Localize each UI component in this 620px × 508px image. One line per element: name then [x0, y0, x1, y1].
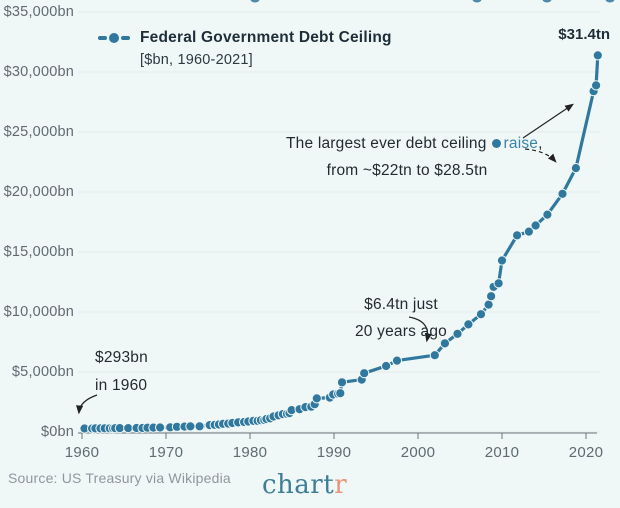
- legend: Federal Government Debt Ceiling [$bn, 19…: [98, 29, 392, 68]
- data-point: [570, 163, 582, 174]
- annotation-2002: $6.4tn just 20 years ago: [338, 296, 464, 341]
- data-point: [592, 50, 603, 61]
- data-point: [452, 328, 463, 339]
- x-axis-tick-label: 2020: [568, 444, 604, 461]
- data-point: [391, 355, 403, 366]
- y-axis-tick-label: $30,000bn: [3, 64, 74, 80]
- annotation-largest-raise-prefix: The largest ever debt ceiling: [286, 135, 487, 152]
- cropped-title-fragment: [472, 0, 482, 3]
- y-axis-tick-label: $5,000bn: [11, 364, 74, 380]
- x-axis-tick-label: 2000: [400, 444, 436, 461]
- data-point: [463, 319, 474, 330]
- annotation-largest-raise: The largest ever debt ceiling raise, from…: [286, 135, 542, 180]
- arrow-to-22tn-point: [524, 148, 557, 163]
- y-axis-tick-label: $0bn: [40, 424, 74, 440]
- y-axis-tick-label: $15,000bn: [3, 244, 74, 260]
- data-point: [439, 338, 450, 349]
- y-axis-tick-label: $20,000bn: [3, 184, 74, 200]
- data-point: [530, 220, 541, 231]
- data-point: [155, 422, 166, 433]
- x-axis-tick-label: 1990: [316, 444, 352, 461]
- annotation-largest-raise-line2: from ~$22tn to $28.5tn: [326, 162, 488, 179]
- x-axis-tick-label: 1960: [64, 444, 100, 461]
- legend-title: Federal Government Debt Ceiling: [140, 29, 392, 46]
- data-point: [185, 421, 196, 432]
- data-point: [486, 291, 497, 302]
- y-axis-tick-label: $35,000bn: [3, 4, 74, 20]
- x-axis-tick-label: 1980: [232, 444, 268, 461]
- data-point: [381, 360, 392, 372]
- annotation-largest-raise-suffix: ,: [538, 135, 543, 152]
- chartr-logo-main: chart: [262, 470, 335, 500]
- annotation-1960-line1: $293bn: [95, 349, 148, 366]
- data-point: [542, 209, 553, 220]
- data-point: [523, 226, 535, 237]
- arrow-to-28tn-point: [522, 103, 574, 139]
- cropped-title-fragment: [542, 0, 552, 3]
- chartr-logo: chartr: [262, 470, 347, 500]
- data-point: [496, 255, 508, 266]
- annotation-1960-line2: in 1960: [95, 377, 148, 394]
- peak-value-label: $31.4tn: [558, 26, 610, 43]
- cropped-title-fragment: [605, 0, 615, 3]
- x-axis-tick-label: 2010: [484, 444, 520, 461]
- data-point: [591, 80, 602, 91]
- annotation-1960: $293bn in 1960: [95, 349, 205, 395]
- annotation-2002-line1: $6.4tn just: [364, 296, 438, 313]
- data-point: [114, 423, 125, 434]
- chartr-logo-accent: r: [334, 470, 348, 500]
- data-point: [359, 368, 370, 379]
- source-credit: Source: US Treasury via Wikipedia: [8, 470, 231, 486]
- y-axis-tick-label: $10,000bn: [3, 304, 74, 320]
- data-point: [336, 377, 348, 388]
- data-point: [123, 423, 134, 434]
- legend-subtitle: [$bn, 1960-2021]: [140, 52, 253, 68]
- y-axis-tick-label: $25,000bn: [3, 124, 74, 140]
- legend-line-marker-icon: [98, 33, 130, 43]
- data-point: [483, 299, 494, 310]
- data-point: [194, 421, 205, 432]
- arrow-to-1960-point: [76, 394, 98, 415]
- data-point: [429, 350, 440, 361]
- data-point: [311, 393, 322, 404]
- arrow-to-2002-point: [408, 316, 432, 343]
- annotation-2002-line2: 20 years ago: [354, 323, 448, 340]
- data-point: [493, 278, 504, 289]
- data-point: [512, 230, 523, 241]
- data-point: [557, 188, 568, 199]
- bullet-dot-icon: [491, 139, 501, 148]
- x-axis-tick-label: 1970: [148, 444, 184, 461]
- data-point: [475, 309, 487, 320]
- cropped-title-fragment: [250, 0, 260, 3]
- data-point: [335, 388, 346, 399]
- annotation-largest-raise-highlight: raise: [503, 135, 539, 152]
